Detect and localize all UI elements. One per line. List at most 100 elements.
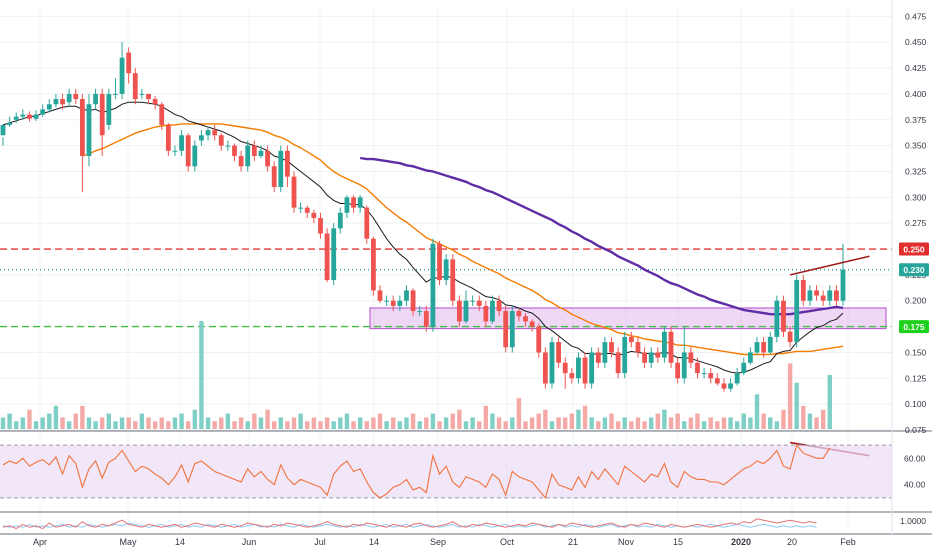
- candle[interactable]: [179, 130, 184, 156]
- candle[interactable]: [46, 99, 52, 113]
- candle[interactable]: [113, 78, 118, 100]
- candle[interactable]: [794, 274, 800, 348]
- candle[interactable]: [119, 42, 125, 100]
- candle[interactable]: [662, 326, 667, 363]
- candle[interactable]: [615, 347, 621, 379]
- candle[interactable]: [265, 145, 270, 172]
- candle[interactable]: [397, 295, 403, 312]
- candle[interactable]: [675, 357, 681, 384]
- candle[interactable]: [840, 243, 846, 306]
- candle[interactable]: [437, 240, 442, 286]
- candle[interactable]: [655, 347, 661, 363]
- candle[interactable]: [258, 145, 264, 159]
- candle[interactable]: [609, 336, 614, 358]
- candle[interactable]: [165, 122, 171, 156]
- candle[interactable]: [470, 295, 476, 306]
- candle[interactable]: [351, 195, 356, 213]
- candle[interactable]: [185, 133, 191, 172]
- candle[interactable]: [761, 336, 767, 358]
- candle[interactable]: [311, 209, 317, 224]
- candle[interactable]: [628, 331, 634, 348]
- candle[interactable]: [582, 352, 588, 389]
- candle[interactable]: [496, 295, 502, 317]
- candle[interactable]: [754, 336, 760, 355]
- candle[interactable]: [569, 367, 575, 384]
- candle[interactable]: [126, 47, 132, 84]
- candle[interactable]: [635, 336, 641, 358]
- candle[interactable]: [602, 336, 608, 368]
- candle[interactable]: [562, 357, 568, 389]
- candle[interactable]: [681, 326, 687, 384]
- candle[interactable]: [232, 143, 237, 162]
- candle[interactable]: [774, 295, 780, 343]
- candle[interactable]: [298, 202, 304, 213]
- candle[interactable]: [285, 145, 290, 187]
- candle[interactable]: [701, 367, 707, 379]
- candle[interactable]: [132, 68, 138, 105]
- candle[interactable]: [27, 111, 32, 122]
- candle[interactable]: [622, 331, 628, 379]
- candle[interactable]: [404, 285, 409, 306]
- candle[interactable]: [66, 88, 72, 107]
- candle[interactable]: [410, 288, 416, 317]
- candle[interactable]: [536, 323, 542, 358]
- candle[interactable]: [820, 290, 826, 306]
- candle[interactable]: [337, 207, 343, 234]
- candle[interactable]: [483, 300, 489, 327]
- candle[interactable]: [364, 205, 370, 244]
- candle[interactable]: [73, 88, 79, 105]
- candle[interactable]: [245, 140, 251, 172]
- candle[interactable]: [7, 116, 13, 127]
- candle[interactable]: [331, 223, 337, 286]
- candle[interactable]: [0, 124, 6, 146]
- candle[interactable]: [271, 161, 277, 193]
- candle[interactable]: [767, 331, 773, 355]
- candle[interactable]: [20, 109, 26, 120]
- candle[interactable]: [318, 212, 323, 239]
- candle[interactable]: [542, 347, 548, 389]
- candle[interactable]: [278, 145, 284, 193]
- candle[interactable]: [556, 336, 561, 368]
- candle[interactable]: [106, 88, 112, 131]
- candle[interactable]: [787, 326, 793, 348]
- candle[interactable]: [225, 140, 231, 151]
- candle[interactable]: [833, 285, 839, 306]
- candle[interactable]: [443, 254, 449, 286]
- candle[interactable]: [714, 373, 720, 386]
- candle[interactable]: [708, 367, 714, 384]
- candle[interactable]: [199, 130, 204, 146]
- candle[interactable]: [53, 93, 59, 108]
- candle[interactable]: [450, 254, 456, 306]
- candle[interactable]: [423, 305, 429, 332]
- candle[interactable]: [324, 228, 330, 283]
- candle[interactable]: [159, 102, 165, 131]
- candle[interactable]: [642, 347, 647, 368]
- candle[interactable]: [589, 347, 595, 389]
- candle[interactable]: [695, 357, 700, 379]
- candle[interactable]: [60, 93, 65, 110]
- candle[interactable]: [139, 88, 145, 100]
- candle[interactable]: [86, 93, 92, 167]
- candle[interactable]: [218, 133, 224, 151]
- candle[interactable]: [291, 171, 297, 213]
- candle[interactable]: [721, 378, 727, 392]
- candle[interactable]: [344, 195, 350, 218]
- candle[interactable]: [734, 367, 740, 386]
- candle[interactable]: [79, 93, 85, 193]
- candle[interactable]: [523, 313, 528, 327]
- candle[interactable]: [595, 347, 601, 368]
- candle[interactable]: [476, 295, 482, 312]
- candle[interactable]: [800, 274, 806, 306]
- candle[interactable]: [13, 112, 19, 123]
- candle[interactable]: [417, 305, 423, 317]
- candle[interactable]: [807, 285, 813, 306]
- candle[interactable]: [463, 290, 469, 324]
- candle[interactable]: [357, 195, 363, 213]
- candle[interactable]: [205, 126, 211, 141]
- candle[interactable]: [509, 305, 515, 353]
- candle[interactable]: [304, 205, 310, 218]
- candle[interactable]: [490, 295, 495, 324]
- candle[interactable]: [40, 104, 46, 117]
- candle[interactable]: [152, 95, 158, 110]
